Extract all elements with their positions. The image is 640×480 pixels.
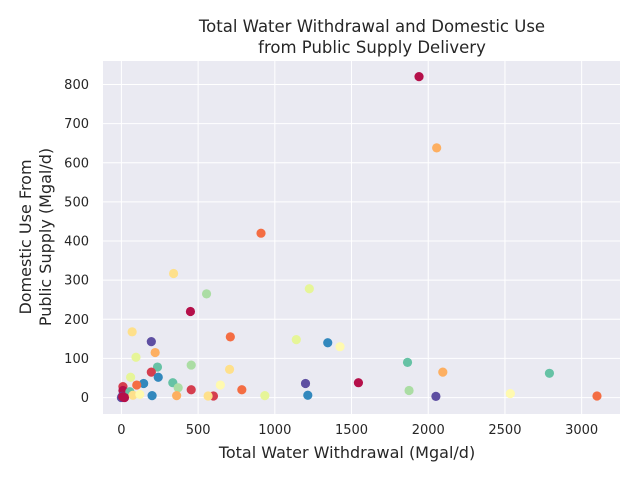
y-tick-label: 400	[64, 235, 89, 250]
y-tick-label: 700	[64, 117, 89, 132]
data-point	[291, 335, 301, 345]
chart-title-line-2: from Public Supply Delivery	[258, 38, 486, 57]
y-axis-label-line-1: Domestic Use From	[16, 159, 35, 314]
y-axis-label-line-2: Public Supply (Mgal/d)	[36, 148, 55, 326]
x-tick-label: 1500	[335, 423, 368, 438]
data-point	[118, 392, 128, 402]
data-point	[224, 364, 235, 374]
data-point	[414, 72, 424, 82]
data-point	[404, 385, 414, 396]
data-point	[150, 347, 160, 358]
data-point	[300, 378, 311, 389]
data-point	[127, 327, 137, 337]
data-point	[173, 383, 183, 393]
data-point	[323, 338, 333, 348]
data-point	[168, 268, 179, 279]
data-point	[153, 372, 163, 382]
data-point	[438, 367, 448, 377]
x-tick-label: 0	[117, 423, 125, 438]
grid-lines	[103, 61, 620, 414]
data-point	[592, 391, 602, 401]
y-tick-label: 300	[64, 274, 89, 289]
data-point	[186, 360, 196, 370]
data-point	[135, 389, 145, 400]
data-point	[146, 336, 156, 347]
y-tick-labels: 0 100 200 300 400 500 600 700 800	[64, 78, 89, 406]
x-tick-label: 3000	[565, 423, 598, 438]
data-point	[431, 391, 441, 401]
y-tick-label: 500	[64, 195, 89, 210]
data-point	[131, 352, 141, 362]
data-point	[186, 385, 196, 395]
data-point	[147, 391, 157, 401]
data-point	[353, 378, 364, 388]
data-point	[215, 380, 225, 390]
y-tick-label: 100	[64, 352, 89, 367]
x-tick-label: 1000	[258, 423, 291, 438]
data-point	[505, 389, 515, 399]
data-point	[132, 380, 142, 390]
data-point	[201, 289, 212, 299]
chart-title-line-1: Total Water Withdrawal and Domestic Use	[198, 17, 545, 36]
data-point	[402, 357, 413, 367]
data-point	[126, 372, 136, 382]
y-tick-label: 200	[64, 313, 89, 328]
data-point	[256, 228, 266, 238]
data-point	[544, 368, 555, 378]
x-axis-label: Total Water Withdrawal (Mgal/d)	[218, 443, 475, 462]
x-tick-label: 2500	[488, 423, 521, 438]
data-point	[303, 390, 313, 400]
y-tick-label: 800	[64, 78, 89, 93]
data-point	[128, 390, 138, 400]
x-tick-label: 500	[186, 423, 211, 438]
y-tick-label: 0	[81, 391, 89, 406]
data-point	[225, 332, 235, 342]
data-point	[432, 143, 442, 153]
y-tick-label: 600	[64, 156, 89, 171]
data-point	[237, 385, 247, 395]
x-tick-labels: 0 500 1000 1500 2000 2500 3000	[117, 423, 598, 438]
data-point	[304, 284, 314, 294]
plot-area	[103, 61, 620, 414]
data-point	[152, 362, 163, 372]
x-tick-label: 2000	[412, 423, 445, 438]
data-point	[172, 391, 182, 401]
data-point	[260, 391, 270, 401]
data-point	[146, 367, 156, 377]
data-points	[116, 72, 602, 403]
data-point	[139, 378, 149, 389]
data-point	[203, 391, 213, 401]
data-point	[335, 342, 345, 352]
data-point	[185, 306, 196, 317]
